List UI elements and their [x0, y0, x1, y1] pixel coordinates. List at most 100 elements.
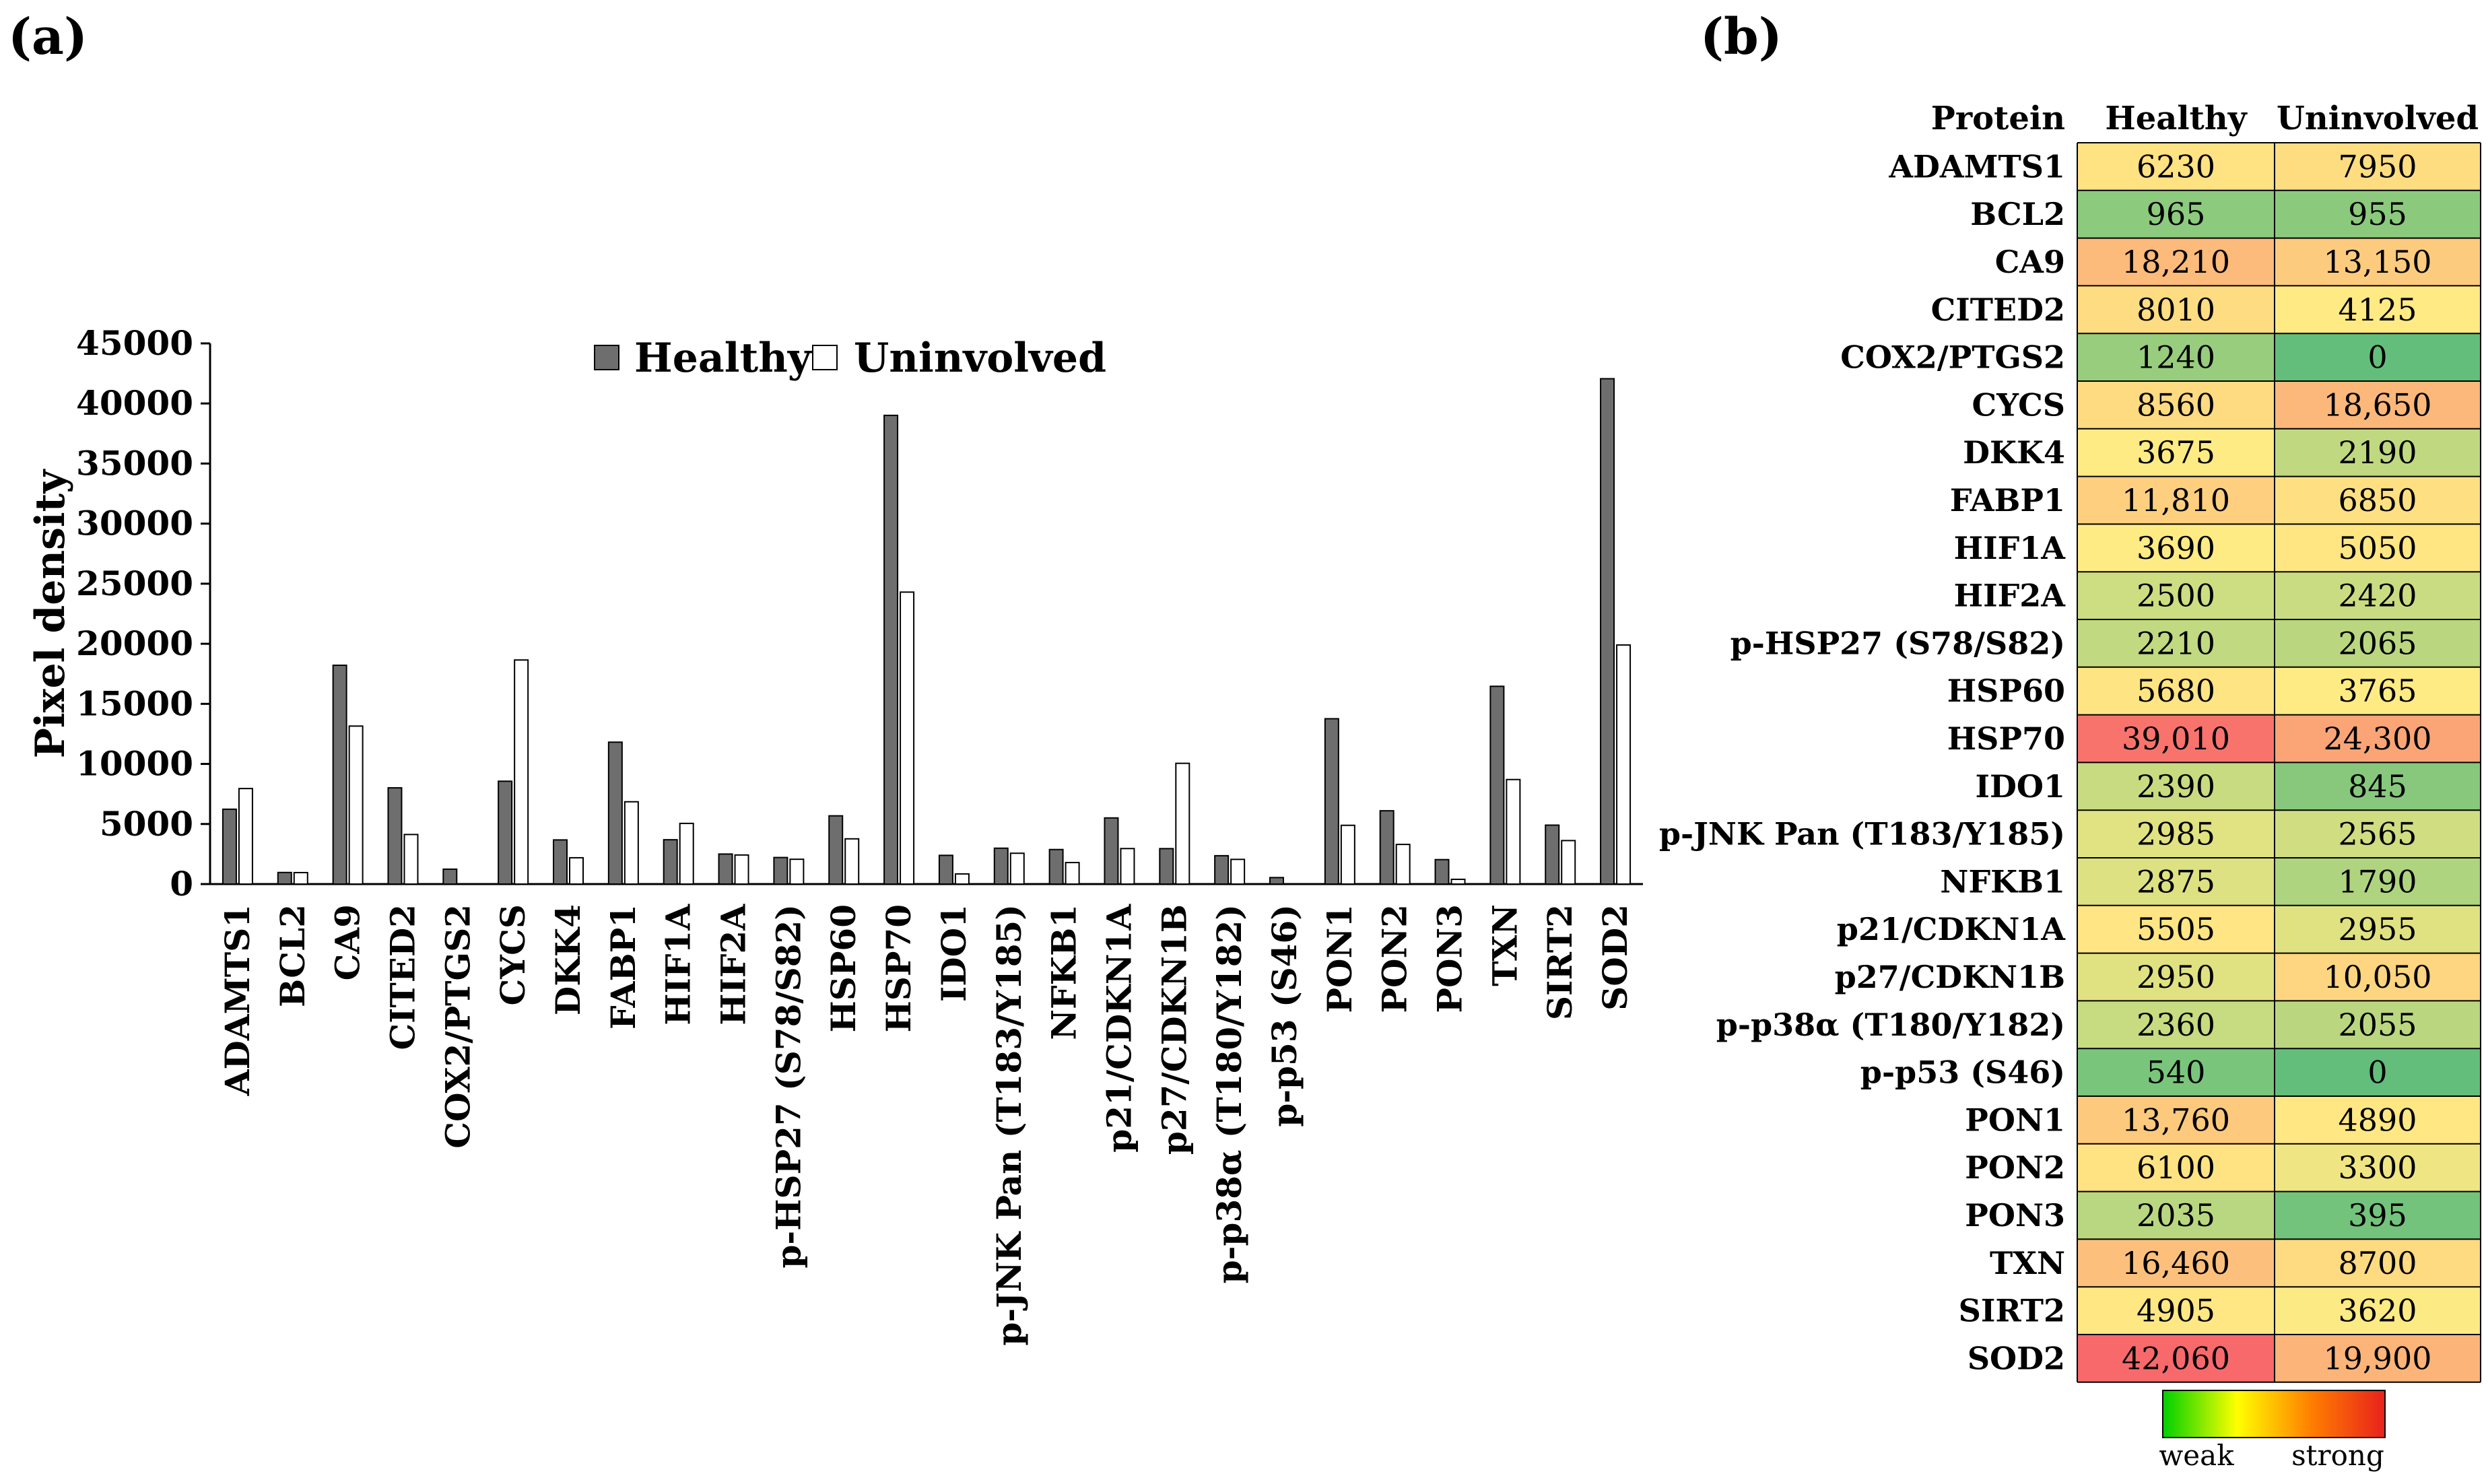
cell-value-healthy: 6230	[2137, 148, 2215, 184]
cell-value-uninvolved: 5050	[2338, 530, 2417, 566]
color-scale-bar	[2162, 1390, 2386, 1438]
cell-healthy	[2077, 953, 2275, 1001]
cell-uninvolved	[2275, 524, 2481, 572]
cell-healthy	[2077, 762, 2275, 811]
bar-uninvolved	[1561, 840, 1576, 885]
bar-healthy	[773, 856, 788, 885]
cell-uninvolved	[2275, 285, 2481, 334]
bar-healthy	[993, 847, 1009, 885]
cell-healthy	[2077, 714, 2275, 763]
bar-uninvolved	[1506, 778, 1521, 885]
cell-value-uninvolved: 6850	[2338, 482, 2417, 518]
cell-uninvolved	[2275, 1096, 2481, 1144]
cell-value-uninvolved: 4125	[2338, 292, 2417, 328]
cell-healthy	[2077, 1143, 2275, 1192]
bar-uninvolved	[679, 822, 694, 885]
cell-value-uninvolved: 18,650	[2324, 386, 2432, 423]
cell-value-healthy: 42,060	[2122, 1340, 2230, 1376]
bar-healthy	[1048, 848, 1064, 885]
bar-healthy	[553, 839, 568, 885]
legend-label-healthy: Healthy	[634, 335, 813, 382]
cell-uninvolved	[2275, 810, 2481, 858]
panel-b-label: (b)	[1700, 8, 1782, 66]
cell-value-uninvolved: 2565	[2338, 816, 2417, 852]
cell-value-uninvolved: 13,150	[2324, 244, 2432, 280]
row-label: p-HSP27 (S78/S82)	[1730, 625, 2065, 661]
x-tick-label: p21/CDKN1A	[1099, 904, 1139, 1153]
x-tick-label: HIF1A	[659, 904, 698, 1025]
cell-uninvolved	[2275, 1239, 2481, 1287]
bar-healthy	[718, 853, 733, 885]
row-label: CA9	[1995, 244, 2065, 280]
cell-value-healthy: 3675	[2137, 434, 2215, 471]
cell-value-uninvolved: 3620	[2338, 1293, 2417, 1329]
bar-uninvolved	[1175, 762, 1190, 885]
cell-value-uninvolved: 2420	[2338, 578, 2417, 614]
x-tick-label: PON1	[1320, 904, 1359, 1013]
legend-swatch-uninvolved	[812, 345, 838, 370]
row-label: TXN	[1990, 1245, 2065, 1281]
cell-uninvolved	[2275, 428, 2481, 477]
legend-swatch-healthy	[594, 345, 619, 370]
x-tick-label: SOD2	[1595, 904, 1635, 1011]
cell-healthy	[2077, 1048, 2275, 1096]
cell-value-uninvolved: 3300	[2338, 1149, 2417, 1186]
bar-healthy	[442, 868, 458, 885]
cell-healthy	[2077, 572, 2275, 619]
header-protein: Protein	[1931, 100, 2065, 137]
cell-value-uninvolved: 3765	[2338, 673, 2417, 709]
cell-healthy	[2077, 619, 2275, 667]
x-tick-label: PON3	[1430, 904, 1470, 1013]
cell-healthy	[2077, 905, 2275, 953]
cell-uninvolved	[2275, 238, 2481, 286]
cell-uninvolved	[2275, 1191, 2481, 1240]
cell-uninvolved	[2275, 476, 2481, 525]
cell-healthy	[2077, 1096, 2275, 1144]
cell-value-uninvolved: 1790	[2338, 863, 2417, 900]
bar-uninvolved	[900, 591, 915, 885]
scale-label-strong: strong	[2291, 1439, 2384, 1472]
cell-value-uninvolved: 0	[2367, 1054, 2387, 1091]
x-tick-label: NFKB1	[1044, 904, 1084, 1040]
cell-healthy	[2077, 1001, 2275, 1049]
bar-uninvolved	[569, 856, 584, 885]
x-tick-label: HIF2A	[714, 904, 753, 1025]
bar-uninvolved	[954, 873, 970, 885]
x-tick-label: DKK4	[548, 904, 588, 1015]
bar-healthy	[1600, 378, 1615, 885]
cell-uninvolved	[2275, 1335, 2481, 1382]
cell-uninvolved	[2275, 858, 2481, 906]
cell-uninvolved	[2275, 714, 2481, 763]
y-tick-label: 45000	[76, 323, 193, 363]
scale-label-weak: weak	[2159, 1439, 2234, 1472]
bar-healthy	[1379, 810, 1394, 885]
bar-healthy	[1324, 718, 1339, 885]
cell-uninvolved	[2275, 1048, 2481, 1096]
cell-value-healthy: 11,810	[2122, 482, 2230, 518]
cell-value-healthy: 8010	[2137, 292, 2215, 328]
cell-value-healthy: 16,460	[2122, 1245, 2230, 1281]
cell-value-healthy: 2210	[2137, 625, 2215, 661]
row-label: p-p53 (S46)	[1860, 1054, 2065, 1091]
x-tick-label: CA9	[328, 904, 368, 980]
row-label: HIF1A	[1954, 530, 2066, 566]
y-tick-label: 30000	[76, 504, 193, 543]
x-tick-label: TXN	[1485, 904, 1524, 986]
bar-uninvolved	[1065, 862, 1080, 885]
cell-value-healthy: 13,760	[2122, 1102, 2230, 1138]
bar-uninvolved	[1616, 644, 1632, 885]
bar-uninvolved	[1340, 824, 1355, 885]
cell-value-uninvolved: 845	[2348, 768, 2407, 805]
cell-uninvolved	[2275, 1287, 2481, 1335]
cell-value-uninvolved: 395	[2348, 1197, 2407, 1234]
bar-uninvolved	[789, 858, 805, 885]
bar-uninvolved	[1009, 852, 1025, 885]
cell-healthy	[2077, 190, 2275, 238]
bar-uninvolved	[734, 854, 749, 885]
legend-label-uninvolved: Uninvolved	[854, 335, 1106, 382]
x-tick-label: PON2	[1375, 904, 1415, 1013]
bar-healthy	[1545, 824, 1560, 885]
cell-healthy	[2077, 381, 2275, 429]
x-tick-label: CYCS	[493, 904, 533, 1006]
y-tick-label: 0	[170, 864, 193, 904]
